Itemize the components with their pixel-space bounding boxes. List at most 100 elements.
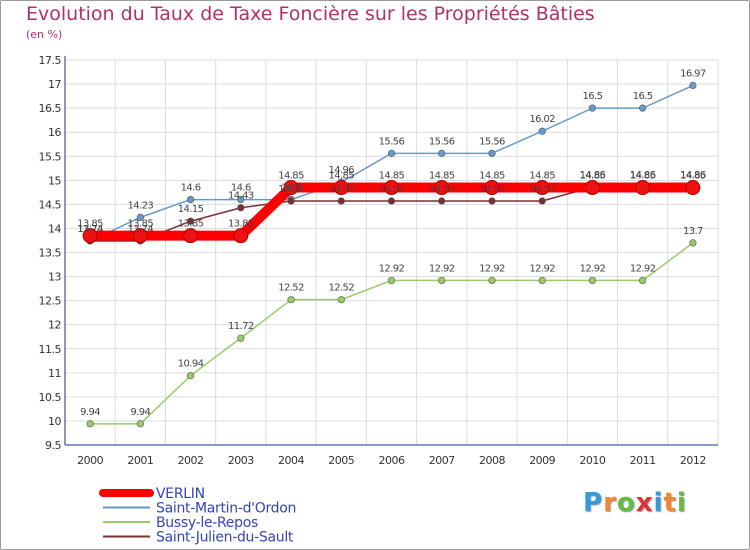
data-point	[333, 180, 349, 196]
data-label: 13.85	[128, 219, 154, 230]
x-tick-label: 2007	[429, 454, 455, 467]
data-label: 14.15	[178, 204, 204, 215]
chart-title: Evolution du Taux de Taxe Foncière sur l…	[26, 3, 595, 25]
data-label: 9.94	[80, 407, 100, 418]
data-point	[438, 149, 446, 157]
brand-letter: x	[635, 488, 654, 518]
data-point	[438, 197, 446, 205]
data-point	[689, 81, 697, 90]
data-label: 14.57	[529, 184, 555, 195]
data-label: 9.94	[130, 407, 150, 418]
y-tick-label: 10	[48, 415, 61, 428]
brand-logo: Proxiti	[583, 488, 687, 518]
x-tick-label: 2004	[278, 454, 304, 467]
series-2	[86, 239, 697, 428]
data-point	[434, 180, 450, 196]
data-point	[685, 180, 701, 196]
data-point	[538, 197, 546, 205]
data-label: 14.57	[379, 184, 405, 195]
data-point	[186, 195, 195, 204]
data-label: 14.57	[479, 184, 505, 195]
data-label: 12.92	[479, 263, 505, 274]
y-tick-label: 10.5	[39, 391, 62, 404]
data-point	[136, 420, 144, 428]
data-point	[86, 420, 94, 428]
y-tick-label: 12.5	[39, 295, 62, 308]
y-tick-label: 17	[48, 78, 61, 91]
data-point	[639, 276, 647, 285]
data-label: 14.85	[680, 171, 706, 182]
data-label: 14.86	[630, 170, 656, 181]
data-label: 14.6	[281, 183, 301, 194]
data-point	[237, 195, 245, 204]
data-label: 12.92	[630, 263, 656, 274]
data-point	[635, 180, 651, 196]
data-label: 12.92	[429, 263, 455, 274]
data-point	[132, 228, 148, 244]
data-point	[287, 296, 295, 304]
data-label: 14.43	[228, 191, 254, 202]
data-label: 14.86	[680, 170, 706, 181]
y-tick-label: 11	[48, 367, 61, 380]
x-tick-label: 2011	[630, 454, 656, 467]
data-point	[237, 204, 245, 212]
data-point	[488, 276, 496, 285]
data-label: 15.56	[379, 136, 405, 147]
data-point	[488, 149, 496, 157]
data-point	[534, 180, 550, 196]
data-point	[384, 180, 399, 196]
data-label: 14.86	[580, 170, 606, 181]
x-tick-label: 2006	[379, 454, 405, 467]
data-label: 14.96	[328, 165, 354, 176]
data-point	[588, 276, 597, 285]
data-label: 12.92	[529, 263, 555, 274]
data-point	[488, 197, 496, 205]
data-label: 14.85	[529, 171, 555, 182]
data-label: 16.97	[680, 69, 706, 80]
y-tick-label: 12	[48, 319, 61, 332]
data-label: 14.6	[231, 183, 251, 194]
brand-letter: i	[676, 488, 687, 518]
x-tick-label: 2010	[579, 454, 605, 467]
brand-letter: P	[583, 488, 604, 518]
data-label: 15.56	[429, 136, 455, 147]
data-label: 10.94	[178, 359, 204, 370]
data-label: 14.85	[630, 171, 656, 182]
legend-item: Saint-Martin-d'Ordon	[103, 501, 296, 517]
y-tick-label: 11.5	[39, 343, 62, 356]
y-tick-label: 16	[48, 126, 61, 139]
y-tick-label: 17.5	[39, 54, 62, 67]
data-label: 14.85	[580, 171, 606, 182]
y-tick-label: 13	[48, 271, 61, 284]
data-point	[584, 180, 600, 196]
data-label: 13.7	[683, 226, 703, 237]
data-point	[337, 197, 345, 205]
legend-item: VERLIN	[99, 486, 205, 502]
y-tick-label: 13.5	[39, 247, 62, 260]
y-tick-label: 14.5	[39, 198, 62, 211]
y-tick-label: 15	[48, 174, 61, 187]
x-tick-label: 2005	[328, 454, 354, 467]
data-point	[689, 239, 697, 247]
y-tick-label: 16.5	[39, 102, 62, 115]
data-point	[337, 296, 345, 304]
legend-label: VERLIN	[156, 486, 205, 502]
x-tick-label: 2008	[479, 454, 505, 467]
data-point	[387, 276, 396, 285]
data-label: 14.85	[429, 171, 455, 182]
data-point	[387, 149, 396, 157]
data-label: 14.6	[181, 183, 201, 194]
series-0	[82, 180, 701, 244]
x-tick-label: 2009	[529, 454, 555, 467]
data-label: 13.85	[178, 219, 204, 230]
data-label: 14.85	[278, 171, 304, 182]
data-label: 14.23	[128, 200, 154, 211]
legend-item: Bussy-le-Repos	[103, 515, 258, 531]
data-point	[588, 104, 597, 112]
data-label: 12.92	[580, 263, 606, 274]
data-point	[186, 217, 195, 225]
legend-label: Saint-Julien-du-Sault	[156, 530, 294, 546]
data-label: 12.52	[278, 283, 304, 294]
data-point	[438, 276, 446, 285]
legend-item: Saint-Julien-du-Sault	[103, 530, 294, 546]
